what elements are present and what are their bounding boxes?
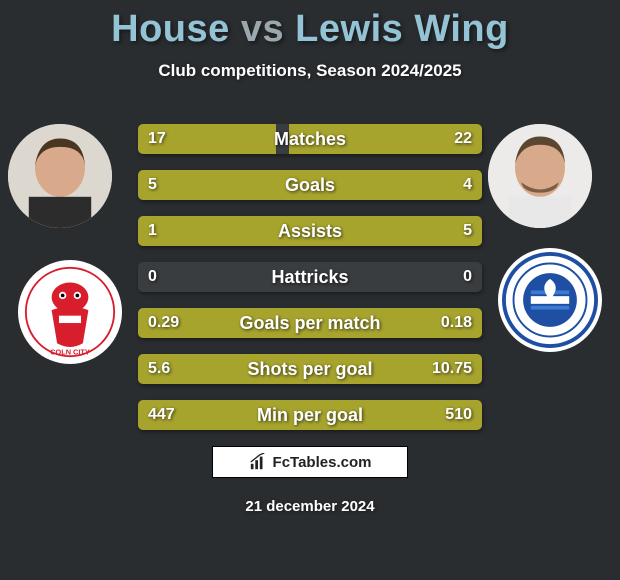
brand-chart-icon [249, 453, 267, 471]
title-player2: Lewis Wing [295, 8, 509, 50]
stat-value-right: 0 [463, 262, 472, 292]
svg-text:COLN CITY: COLN CITY [50, 347, 90, 356]
stat-value-right: 10.75 [432, 354, 472, 384]
stat-row: 17 Matches 22 [138, 124, 482, 154]
stat-label: Goals [138, 170, 482, 200]
stat-row: 5 Goals 4 [138, 170, 482, 200]
stat-value-right: 5 [463, 216, 472, 246]
brand-badge: FcTables.com [212, 446, 408, 478]
stat-value-right: 4 [463, 170, 472, 200]
stat-row: 447 Min per goal 510 [138, 400, 482, 430]
player1-photo [8, 124, 112, 228]
stat-label: Hattricks [138, 262, 482, 292]
stat-label: Matches [138, 124, 482, 154]
stat-value-right: 22 [454, 124, 472, 154]
stat-row: 0 Hattricks 0 [138, 262, 482, 292]
stat-row: 0.29 Goals per match 0.18 [138, 308, 482, 338]
stat-row: 5.6 Shots per goal 10.75 [138, 354, 482, 384]
player2-photo [488, 124, 592, 228]
stat-value-right: 510 [445, 400, 472, 430]
brand-text: FcTables.com [273, 454, 372, 471]
club1-crest-icon: COLN CITY [24, 266, 116, 358]
stat-label: Min per goal [138, 400, 482, 430]
title-vs: vs [230, 8, 295, 50]
stat-label: Goals per match [138, 308, 482, 338]
player1-silhouette-icon [8, 124, 112, 228]
comparison-date: 21 december 2024 [0, 498, 620, 515]
comparison-title: House vs Lewis Wing [0, 0, 620, 51]
comparison-subtitle: Club competitions, Season 2024/2025 [0, 61, 620, 81]
stat-label: Assists [138, 216, 482, 246]
player2-silhouette-icon [488, 124, 592, 228]
club1-badge: COLN CITY [18, 260, 122, 364]
title-player1: House [111, 8, 230, 50]
club2-crest-icon [502, 252, 598, 348]
stat-bars: 17 Matches 22 5 Goals 4 1 Assists 5 0 Ha… [138, 124, 482, 446]
stat-label: Shots per goal [138, 354, 482, 384]
club2-badge [498, 248, 602, 352]
stat-row: 1 Assists 5 [138, 216, 482, 246]
stat-value-right: 0.18 [441, 308, 472, 338]
